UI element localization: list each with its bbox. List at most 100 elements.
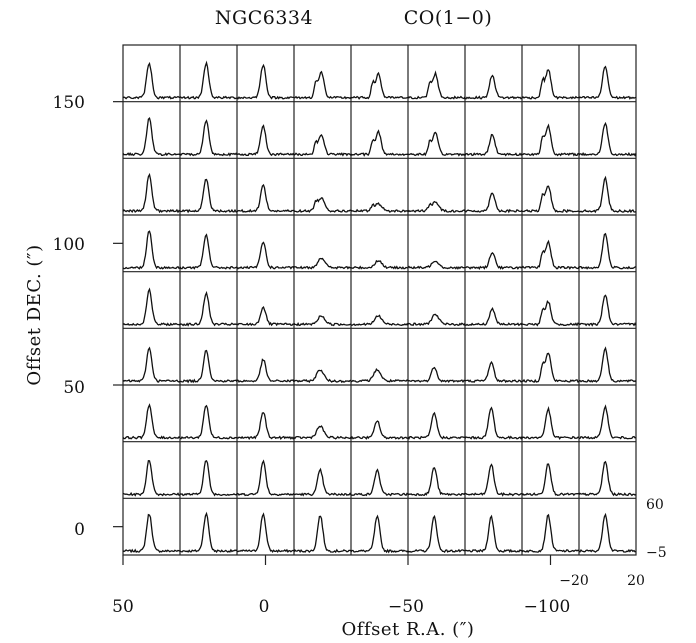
spectrum-ra40-dec80 bbox=[122, 287, 181, 327]
spectrum-ra-60-dec140 bbox=[407, 131, 466, 157]
spectrum-ra-20-dec20 bbox=[293, 467, 352, 497]
spectrum-ra-120-dec140 bbox=[578, 121, 637, 157]
spectrum-ra-120-dec80 bbox=[578, 294, 637, 327]
spectrum-ra0-dec120 bbox=[236, 183, 295, 213]
y-tick-label-100: 100 bbox=[53, 235, 85, 255]
inset-intensity-tick-minus5: −5 bbox=[646, 545, 667, 561]
y-tick-label-0: 0 bbox=[74, 520, 85, 540]
spectrum-ra-60-dec100 bbox=[407, 260, 466, 270]
spectrum-ra-80-dec0 bbox=[464, 514, 523, 553]
x-tick-labels: 50 0 −50 −100 bbox=[112, 597, 570, 617]
spectrum-ra-100-dec0 bbox=[521, 513, 580, 554]
spectrum-ra0-dec0 bbox=[236, 512, 295, 554]
spectrum-ra-80-dec120 bbox=[464, 192, 523, 214]
spectra-layer bbox=[122, 60, 637, 554]
spectrum-ra-20-dec160 bbox=[293, 70, 352, 100]
spectrum-ra-120-dec40 bbox=[578, 404, 637, 440]
y-axis-label: Offset DEC. (″) bbox=[24, 244, 45, 385]
grid-lines bbox=[113, 44, 637, 565]
spectrum-ra-60-dec40 bbox=[407, 411, 466, 440]
spectrum-ra-120-dec120 bbox=[578, 175, 637, 214]
inset-intensity-tick-60: 60 bbox=[646, 497, 664, 513]
x-tick-label-50: 50 bbox=[112, 597, 134, 617]
spectrum-ra-100-dec140 bbox=[522, 123, 580, 157]
spectrum-ra40-dec100 bbox=[122, 230, 181, 270]
spectrum-ra20-dec0 bbox=[179, 511, 238, 554]
spectrum-ra40-dec40 bbox=[122, 403, 181, 440]
spectrum-ra-100-dec120 bbox=[521, 185, 580, 214]
spectrum-ra-20-dec120 bbox=[293, 197, 352, 213]
spectrum-ra-20-dec0 bbox=[293, 515, 352, 554]
spectrum-ra40-dec0 bbox=[122, 513, 181, 554]
spectrum-ra-40-dec60 bbox=[350, 367, 409, 383]
spectrum-ra-40-dec140 bbox=[350, 129, 408, 157]
spectrum-ra-60-dec0 bbox=[407, 514, 466, 554]
spectrum-ra0-dec100 bbox=[236, 241, 295, 270]
inset-velocity-tick-20: 20 bbox=[627, 573, 645, 589]
plot-frame bbox=[122, 44, 637, 556]
spectrum-ra-120-dec0 bbox=[578, 512, 637, 553]
spectrum-ra-120-dec60 bbox=[578, 346, 637, 383]
spectrum-ra-120-dec100 bbox=[578, 232, 637, 270]
spectrum-ra-20-dec140 bbox=[293, 134, 352, 157]
spectrum-ra-40-dec120 bbox=[350, 202, 409, 213]
y-tick-labels: 0 50 100 150 bbox=[53, 93, 85, 540]
spectrum-ra40-dec20 bbox=[122, 459, 181, 497]
x-tick-label-minus100: −100 bbox=[524, 597, 571, 617]
x-tick-label-0: 0 bbox=[259, 597, 270, 617]
spectrum-ra-40-dec80 bbox=[350, 314, 409, 327]
spectrum-ra0-dec40 bbox=[236, 412, 295, 441]
spectrum-ra-20-dec100 bbox=[293, 257, 352, 270]
spectrum-ra20-dec160 bbox=[179, 60, 238, 100]
spectrum-ra-40-dec160 bbox=[350, 71, 409, 100]
spectrum-ra-120-dec20 bbox=[578, 460, 637, 497]
spectrum-ra20-dec120 bbox=[179, 178, 238, 214]
spectrum-ra0-dec140 bbox=[236, 124, 295, 157]
spectrum-ra-60-dec120 bbox=[407, 200, 466, 213]
spectrum-ra40-dec140 bbox=[122, 117, 181, 157]
spectrum-ra20-dec100 bbox=[179, 233, 238, 270]
spectrum-ra-60-dec60 bbox=[407, 366, 466, 384]
spectrum-ra-80-dec20 bbox=[464, 463, 523, 497]
spectrum-ra0-dec60 bbox=[236, 358, 295, 383]
spectrum-ra-100-dec160 bbox=[521, 69, 580, 100]
inset-axis-labels: −20 20 60 −5 bbox=[559, 497, 666, 589]
title-line: CO(1−0) bbox=[404, 7, 493, 29]
spectrum-ra-60-dec80 bbox=[407, 313, 466, 327]
spectrum-ra-100-dec40 bbox=[521, 405, 579, 440]
spectrum-ra-20-dec80 bbox=[293, 315, 352, 327]
spectrum-ra-100-dec80 bbox=[521, 300, 580, 327]
inset-velocity-tick-minus20: −20 bbox=[559, 573, 589, 589]
spectrum-ra-100-dec20 bbox=[521, 463, 579, 497]
spectrum-ra-80-dec40 bbox=[464, 406, 523, 440]
title-source: NGC6334 bbox=[215, 7, 313, 29]
spectrum-ra-60-dec20 bbox=[407, 467, 466, 497]
spectrum-ra-100-dec100 bbox=[521, 239, 580, 270]
y-tick-label-150: 150 bbox=[53, 93, 85, 113]
spectrum-ra20-dec20 bbox=[179, 459, 238, 497]
spectrum-ra20-dec40 bbox=[179, 404, 237, 440]
y-tick-label-50: 50 bbox=[63, 378, 85, 398]
spectrum-ra0-dec80 bbox=[236, 305, 295, 327]
spectrum-ra-120-dec160 bbox=[578, 65, 637, 100]
spectrum-ra0-dec160 bbox=[236, 63, 294, 100]
spectrum-ra-80-dec160 bbox=[464, 74, 523, 100]
spectrum-ra-40-dec100 bbox=[350, 259, 409, 270]
x-tick-label-minus50: −50 bbox=[388, 597, 424, 617]
spectrum-ra40-dec60 bbox=[122, 346, 181, 383]
spectrum-ra20-dec80 bbox=[179, 290, 238, 327]
spectrum-ra20-dec140 bbox=[179, 119, 238, 157]
spectrum-ra-40-dec0 bbox=[350, 514, 409, 554]
x-axis-label: Offset R.A. (″) bbox=[342, 619, 475, 640]
spectrum-ra-80-dec80 bbox=[464, 307, 523, 327]
spectrum-ra-20-dec40 bbox=[293, 425, 352, 440]
spectrum-ra-100-dec60 bbox=[521, 352, 580, 383]
spectrum-ra-80-dec60 bbox=[464, 360, 523, 384]
spectrum-ra40-dec120 bbox=[122, 172, 181, 214]
spectrum-ra0-dec20 bbox=[236, 459, 295, 497]
spectrum-ra-40-dec40 bbox=[350, 420, 409, 440]
spectrum-ra-80-dec140 bbox=[464, 133, 523, 157]
spectrum-ra40-dec160 bbox=[122, 61, 181, 100]
spectrum-ra20-dec60 bbox=[179, 349, 238, 384]
